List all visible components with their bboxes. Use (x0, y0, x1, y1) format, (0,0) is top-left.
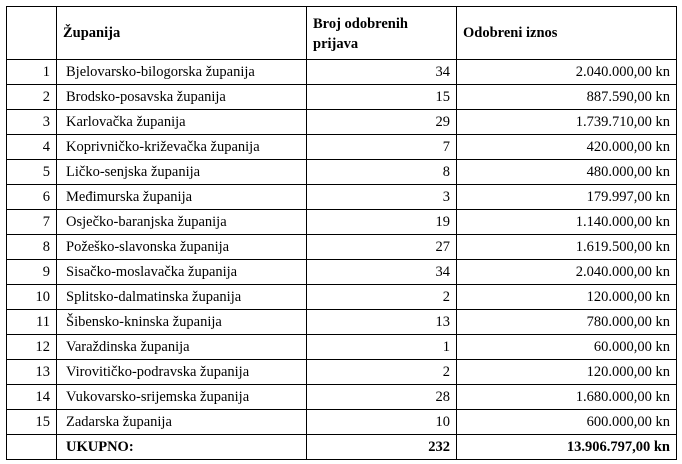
row-number: 13 (6, 359, 57, 385)
row-number: 9 (6, 259, 57, 285)
row-number: 14 (6, 384, 57, 410)
table-row: 3 Karlovačka županija 29 1.739.710,00 kn (6, 109, 677, 135)
approved-applications-table: Županija Broj odobrenih prijava Odobreni… (6, 6, 677, 460)
county-name: Požeško-slavonska županija (56, 234, 307, 260)
approved-count: 13 (306, 309, 457, 335)
table-row: 2 Brodsko-posavska županija 15 887.590,0… (6, 84, 677, 110)
approved-count: 7 (306, 134, 457, 160)
approved-count: 34 (306, 259, 457, 285)
approved-count: 2 (306, 359, 457, 385)
county-name: Međimurska županija (56, 184, 307, 210)
header-approved-amount: Odobreni iznos (456, 6, 677, 60)
county-name: Virovitičko-podravska županija (56, 359, 307, 385)
approved-amount: 887.590,00 kn (456, 84, 677, 110)
header-county: Županija (56, 6, 307, 60)
table-row: 14 Vukovarsko-srijemska županija 28 1.68… (6, 384, 677, 410)
row-number: 11 (6, 309, 57, 335)
county-name: Sisačko-moslavačka županija (56, 259, 307, 285)
approved-amount: 1.739.710,00 kn (456, 109, 677, 135)
approved-amount: 60.000,00 kn (456, 334, 677, 360)
header-approved-count: Broj odobrenih prijava (306, 6, 457, 60)
approved-amount: 420.000,00 kn (456, 134, 677, 160)
row-number: 2 (6, 84, 57, 110)
row-number: 6 (6, 184, 57, 210)
row-number: 8 (6, 234, 57, 260)
approved-amount: 120.000,00 kn (456, 284, 677, 310)
table-row: 7 Osječko-baranjska županija 19 1.140.00… (6, 209, 677, 235)
table-row: 8 Požeško-slavonska županija 27 1.619.50… (6, 234, 677, 260)
table-row: 5 Ličko-senjska županija 8 480.000,00 kn (6, 159, 677, 185)
row-number: 5 (6, 159, 57, 185)
approved-amount: 120.000,00 kn (456, 359, 677, 385)
approved-count: 34 (306, 59, 457, 85)
table-row: 10 Splitsko-dalmatinska županija 2 120.0… (6, 284, 677, 310)
county-name: Splitsko-dalmatinska županija (56, 284, 307, 310)
county-name: Varaždinska županija (56, 334, 307, 360)
approved-amount: 1.680.000,00 kn (456, 384, 677, 410)
table-row: 12 Varaždinska županija 1 60.000,00 kn (6, 334, 677, 360)
table-row: 1 Bjelovarsko-bilogorska županija 34 2.0… (6, 59, 677, 85)
approved-amount: 600.000,00 kn (456, 409, 677, 435)
header-number (6, 6, 57, 60)
approved-amount: 2.040.000,00 kn (456, 259, 677, 285)
county-name: Koprivničko-križevačka županija (56, 134, 307, 160)
row-number: 15 (6, 409, 57, 435)
approved-amount: 2.040.000,00 kn (456, 59, 677, 85)
table-row: 6 Međimurska županija 3 179.997,00 kn (6, 184, 677, 210)
row-number: 1 (6, 59, 57, 85)
table-row: 13 Virovitičko-podravska županija 2 120.… (6, 359, 677, 385)
total-number-cell (6, 434, 57, 460)
row-number: 3 (6, 109, 57, 135)
approved-count: 3 (306, 184, 457, 210)
county-name: Brodsko-posavska županija (56, 84, 307, 110)
approved-count: 27 (306, 234, 457, 260)
county-name: Zadarska županija (56, 409, 307, 435)
approved-count: 2 (306, 284, 457, 310)
row-number: 10 (6, 284, 57, 310)
total-label: UKUPNO: (56, 434, 307, 460)
county-name: Vukovarsko-srijemska županija (56, 384, 307, 410)
table-row: 9 Sisačko-moslavačka županija 34 2.040.0… (6, 259, 677, 285)
total-amount: 13.906.797,00 kn (456, 434, 677, 460)
approved-amount: 480.000,00 kn (456, 159, 677, 185)
county-name: Osječko-baranjska županija (56, 209, 307, 235)
total-count: 232 (306, 434, 457, 460)
approved-count: 1 (306, 334, 457, 360)
approved-count: 10 (306, 409, 457, 435)
approved-amount: 1.140.000,00 kn (456, 209, 677, 235)
total-row: UKUPNO: 232 13.906.797,00 kn (6, 434, 677, 460)
approved-amount: 780.000,00 kn (456, 309, 677, 335)
approved-amount: 179.997,00 kn (456, 184, 677, 210)
county-name: Karlovačka županija (56, 109, 307, 135)
table-row: 11 Šibensko-kninska županija 13 780.000,… (6, 309, 677, 335)
approved-count: 19 (306, 209, 457, 235)
table-row: 4 Koprivničko-križevačka županija 7 420.… (6, 134, 677, 160)
row-number: 4 (6, 134, 57, 160)
table-header-row: Županija Broj odobrenih prijava Odobreni… (6, 6, 677, 60)
table-body: 1 Bjelovarsko-bilogorska županija 34 2.0… (6, 59, 677, 435)
row-number: 7 (6, 209, 57, 235)
approved-count: 8 (306, 159, 457, 185)
table-row: 15 Zadarska županija 10 600.000,00 kn (6, 409, 677, 435)
row-number: 12 (6, 334, 57, 360)
county-name: Šibensko-kninska županija (56, 309, 307, 335)
county-name: Ličko-senjska županija (56, 159, 307, 185)
approved-amount: 1.619.500,00 kn (456, 234, 677, 260)
county-name: Bjelovarsko-bilogorska županija (56, 59, 307, 85)
approved-count: 15 (306, 84, 457, 110)
approved-count: 28 (306, 384, 457, 410)
approved-count: 29 (306, 109, 457, 135)
